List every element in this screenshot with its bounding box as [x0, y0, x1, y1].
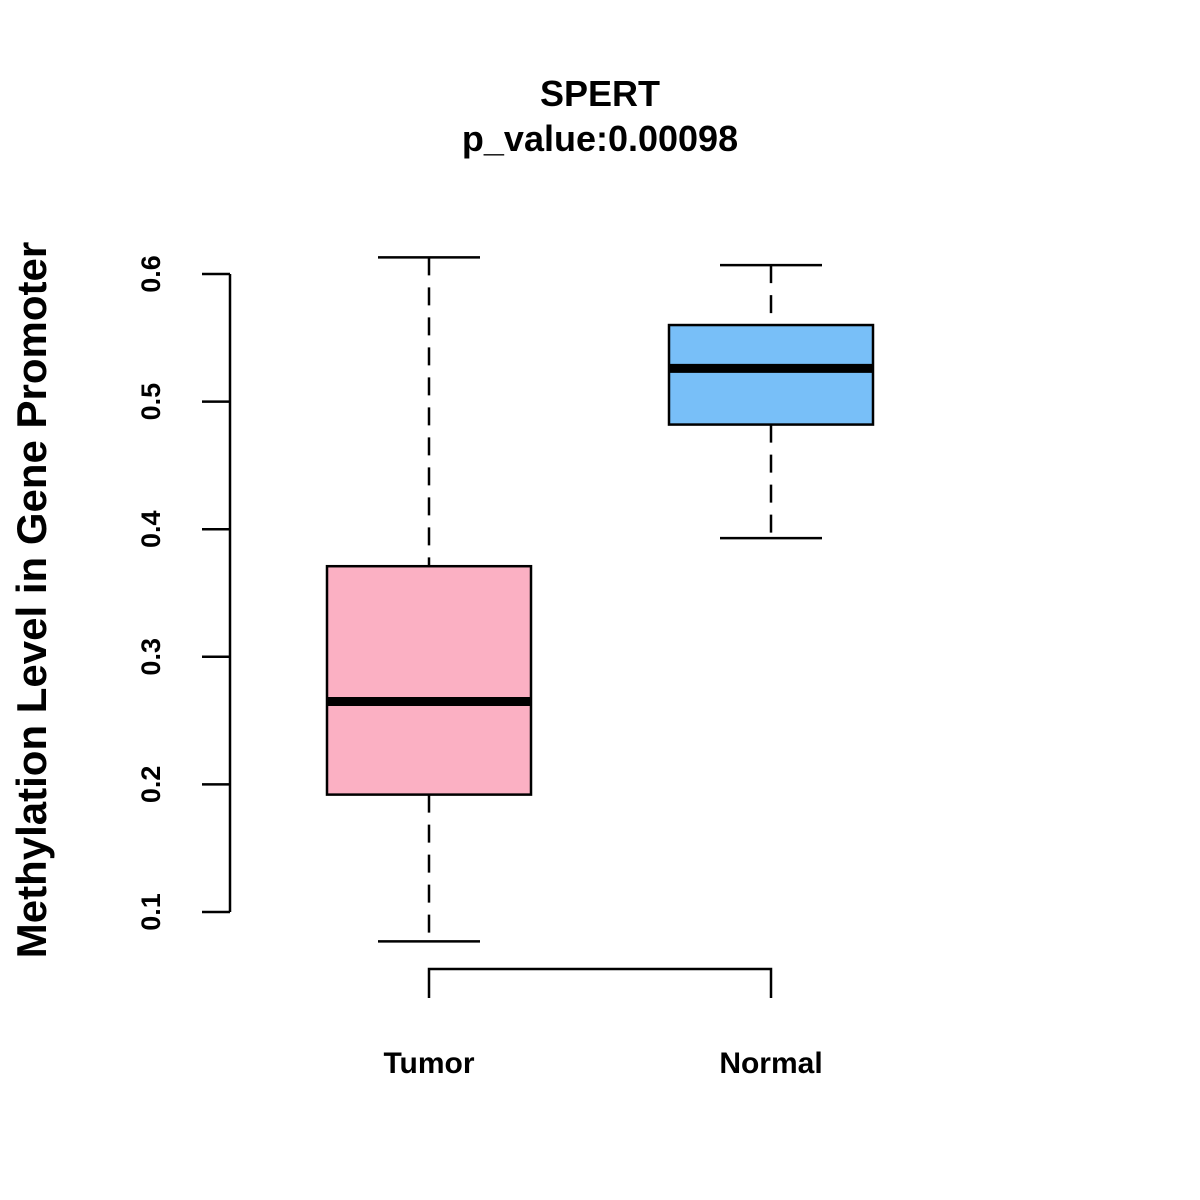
x-category-label-tumor: Tumor: [383, 1047, 474, 1080]
category-labels: Tumor Normal: [383, 1047, 822, 1080]
iqr-box: [667, 323, 875, 426]
boxes-group: [325, 256, 875, 943]
box-tumor: [325, 256, 533, 943]
iqr-box: [325, 564, 533, 796]
y-tick-label-0: 0.1: [136, 893, 166, 931]
y-tick-label-1: 0.2: [136, 766, 166, 804]
y-tick-label-2: 0.3: [136, 638, 166, 676]
y-tick-label-5: 0.6: [136, 255, 166, 293]
x-category-label-normal: Normal: [719, 1047, 822, 1080]
comparison-bracket: [427, 967, 773, 998]
comparison-bracket-group: [427, 967, 773, 998]
y-axis: 0.1 0.2 0.3 0.4 0.5 0.6: [136, 255, 232, 931]
y-tick-label-4: 0.5: [136, 383, 166, 421]
box-normal: [667, 263, 875, 540]
chart-title: SPERT: [540, 73, 660, 114]
y-tick-label-3: 0.4: [136, 510, 166, 548]
y-axis-label: Methylation Level in Gene Promoter: [8, 242, 55, 958]
chart-subtitle: p_value:0.00098: [462, 118, 738, 159]
